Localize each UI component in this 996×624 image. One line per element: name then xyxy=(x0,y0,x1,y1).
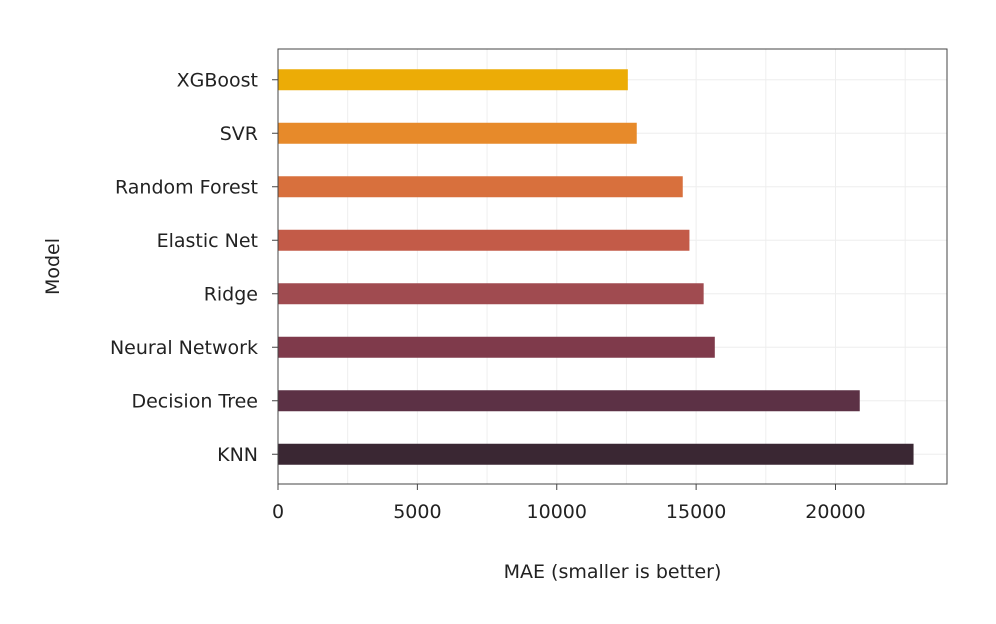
bar xyxy=(278,229,690,251)
x-tick-label: 5000 xyxy=(393,501,441,523)
y-tick-label: Ridge xyxy=(204,283,258,305)
x-tick-label: 10000 xyxy=(527,501,587,523)
bar xyxy=(278,283,704,305)
y-tick-label: Elastic Net xyxy=(157,230,258,252)
y-tick-label: Decision Tree xyxy=(131,390,258,412)
bar xyxy=(278,122,637,144)
bars xyxy=(278,69,914,465)
x-tick-label: 15000 xyxy=(666,501,726,523)
bar xyxy=(278,69,628,91)
bar xyxy=(278,390,860,412)
y-tick-label: Neural Network xyxy=(110,337,258,359)
y-tick-label: KNN xyxy=(217,444,258,466)
y-axis-ticks: XGBoost SVR Random Forest Elastic Net Ridge N… xyxy=(110,69,278,466)
y-tick-label: SVR xyxy=(220,123,258,145)
y-tick-label: Random Forest xyxy=(115,176,258,198)
x-tick-label: 20000 xyxy=(805,501,865,523)
x-axis-title: MAE (smaller is better) xyxy=(504,561,722,583)
bar xyxy=(278,443,914,465)
grid-lines xyxy=(278,49,947,484)
y-tick-label: XGBoost xyxy=(177,69,258,91)
plot-frame xyxy=(277,48,948,485)
x-axis-ticks: 0 5000 10000 15000 20000 xyxy=(272,484,866,523)
bar xyxy=(278,336,715,358)
bar xyxy=(278,176,683,198)
x-tick-label: 0 xyxy=(272,501,284,523)
y-axis-title: Model xyxy=(42,238,64,295)
